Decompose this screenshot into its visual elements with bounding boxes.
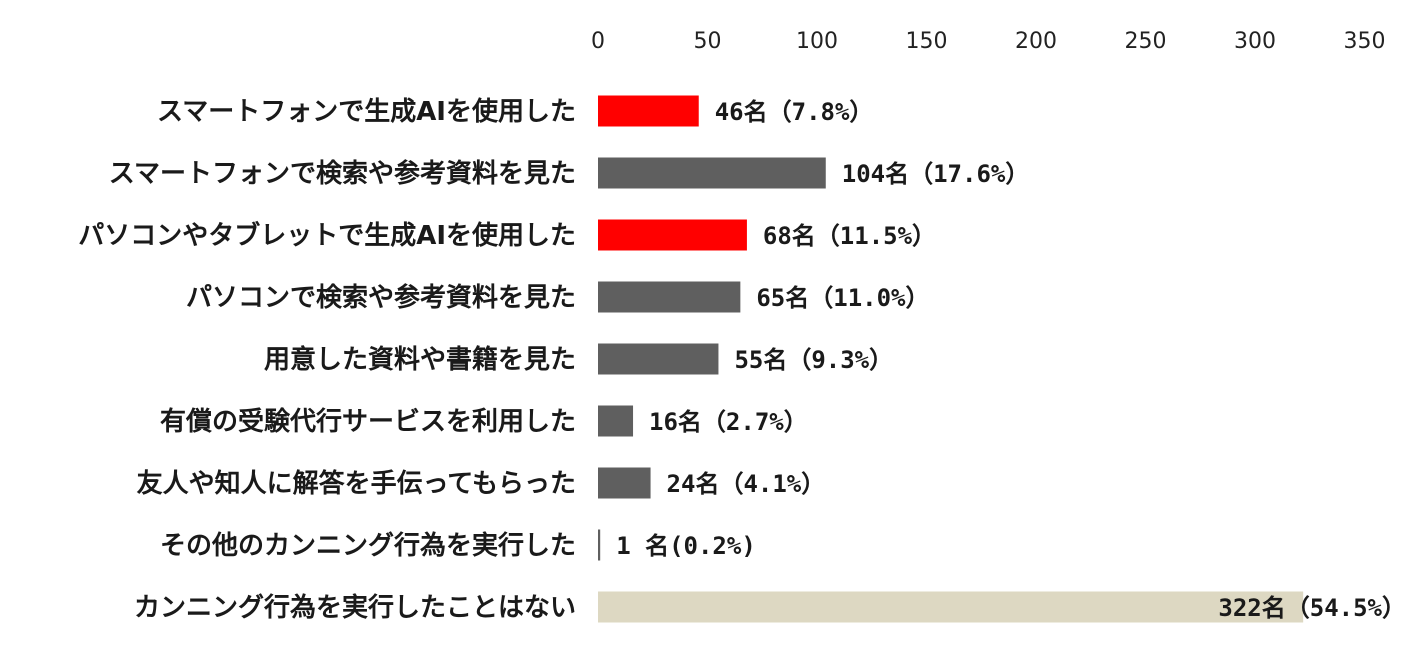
- bar: [598, 157, 826, 189]
- bar: [598, 467, 651, 499]
- category-label: パソコンで検索や参考資料を見た: [186, 282, 576, 313]
- x-tick-label: 200: [1015, 29, 1057, 54]
- value-label: 16名（2.7%）: [649, 408, 808, 436]
- category-label: パソコンやタブレットで生成AIを使用した: [78, 220, 576, 251]
- bar: [598, 219, 747, 251]
- category-label: 用意した資料や書籍を見た: [264, 344, 576, 375]
- bar: [598, 343, 719, 375]
- x-tick-label: 50: [694, 29, 722, 54]
- x-tick-label: 350: [1344, 29, 1386, 54]
- value-label: 24名（4.1%）: [667, 470, 826, 498]
- x-tick-label: 100: [796, 29, 838, 54]
- category-labels: スマートフォンで生成AIを使用したスマートフォンで検索や参考資料を見たパソコンや…: [78, 97, 576, 623]
- x-tick-label: 300: [1234, 29, 1276, 54]
- value-label: 46名（7.8%）: [715, 98, 874, 126]
- bar: [598, 529, 601, 561]
- value-label: 65名（11.0%）: [756, 284, 929, 312]
- category-label: 友人や知人に解答を手伝ってもらった: [137, 468, 576, 499]
- bar: [598, 95, 699, 127]
- x-tick-label: 150: [906, 29, 948, 54]
- category-label: カンニング行為を実行したことはない: [134, 592, 576, 623]
- x-axis-ticks: 0 50 100 150 200 250 300 350: [591, 29, 1386, 54]
- x-tick-label: 250: [1125, 29, 1167, 54]
- category-label: その他のカンニング行為を実行した: [160, 530, 576, 561]
- bar: [598, 405, 634, 437]
- value-label: 1 名(0.2%): [616, 532, 756, 560]
- value-label: 322名（54.5%）: [1218, 594, 1406, 622]
- x-tick-label: 0: [591, 29, 605, 54]
- value-label: 55名（9.3%）: [734, 346, 893, 374]
- bar: [598, 281, 741, 313]
- category-label: スマートフォンで検索や参考資料を見た: [109, 158, 576, 189]
- value-label: 104名（17.6%）: [842, 160, 1030, 188]
- category-label: 有償の受験代行サービスを利用した: [160, 406, 576, 437]
- value-labels: 46名（7.8%） 104名（17.6%） 68名（11.5%） 65名（11.0%）…: [616, 98, 1406, 622]
- category-label: スマートフォンで生成AIを使用した: [157, 97, 576, 127]
- value-label: 68名（11.5%）: [763, 222, 936, 250]
- bar: [598, 591, 1304, 623]
- bars: [598, 95, 1304, 623]
